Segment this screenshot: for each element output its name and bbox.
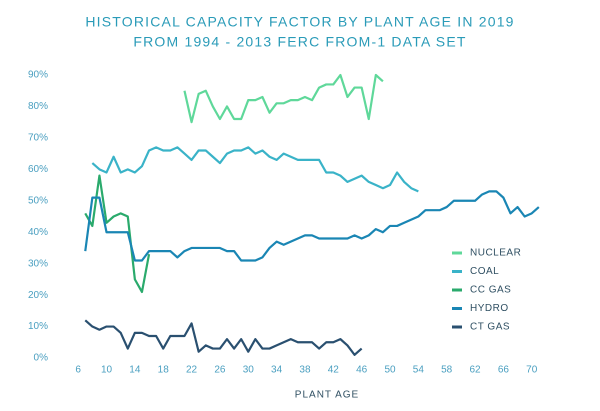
x-tick-label: 70 <box>526 365 538 376</box>
legend-label: NUCLEAR <box>470 248 521 259</box>
y-tick-label: 40% <box>28 227 48 238</box>
x-tick-label: 38 <box>299 365 311 376</box>
x-tick-label: 58 <box>441 365 453 376</box>
x-tick-label: 22 <box>186 365 198 376</box>
y-tick-label: 10% <box>28 321 48 332</box>
series-line <box>183 73 384 124</box>
x-tick-label: 10 <box>101 365 113 376</box>
x-tick-label: 14 <box>129 365 141 376</box>
x-tick-label: 54 <box>413 365 425 376</box>
y-tick-label: 80% <box>28 101 48 112</box>
y-tick-label: 0% <box>34 353 49 364</box>
x-tick-label: 18 <box>158 365 170 376</box>
series-line <box>84 319 363 356</box>
chart-subtitle: FROM 1994 - 2013 FERC FROM-1 DATA SET <box>133 34 466 50</box>
x-tick-label: 50 <box>384 365 396 376</box>
chart-title: HISTORICAL CAPACITY FACTOR BY PLANT AGE … <box>85 14 514 30</box>
x-tick-label: 34 <box>271 365 283 376</box>
legend-label: COAL <box>470 266 499 277</box>
series-line <box>84 174 151 294</box>
legend-label: HYDRO <box>470 303 509 314</box>
series-line <box>91 146 419 193</box>
y-tick-label: 50% <box>28 195 48 206</box>
y-tick-label: 70% <box>28 133 48 144</box>
legend-label: CT GAS <box>470 322 510 333</box>
x-tick-label: 30 <box>243 365 255 376</box>
x-tick-label: 66 <box>498 365 510 376</box>
y-tick-label: 30% <box>28 258 48 269</box>
x-tick-label: 6 <box>75 365 81 376</box>
x-tick-label: 26 <box>214 365 226 376</box>
y-tick-label: 20% <box>28 290 48 301</box>
x-axis-label: PLANT AGE <box>295 390 359 401</box>
x-tick-label: 46 <box>356 365 368 376</box>
x-tick-label: 62 <box>469 365 481 376</box>
legend-label: CC GAS <box>470 285 511 296</box>
y-tick-label: 90% <box>28 70 48 81</box>
y-tick-label: 60% <box>28 164 48 175</box>
series-line <box>84 190 540 262</box>
x-tick-label: 42 <box>328 365 340 376</box>
